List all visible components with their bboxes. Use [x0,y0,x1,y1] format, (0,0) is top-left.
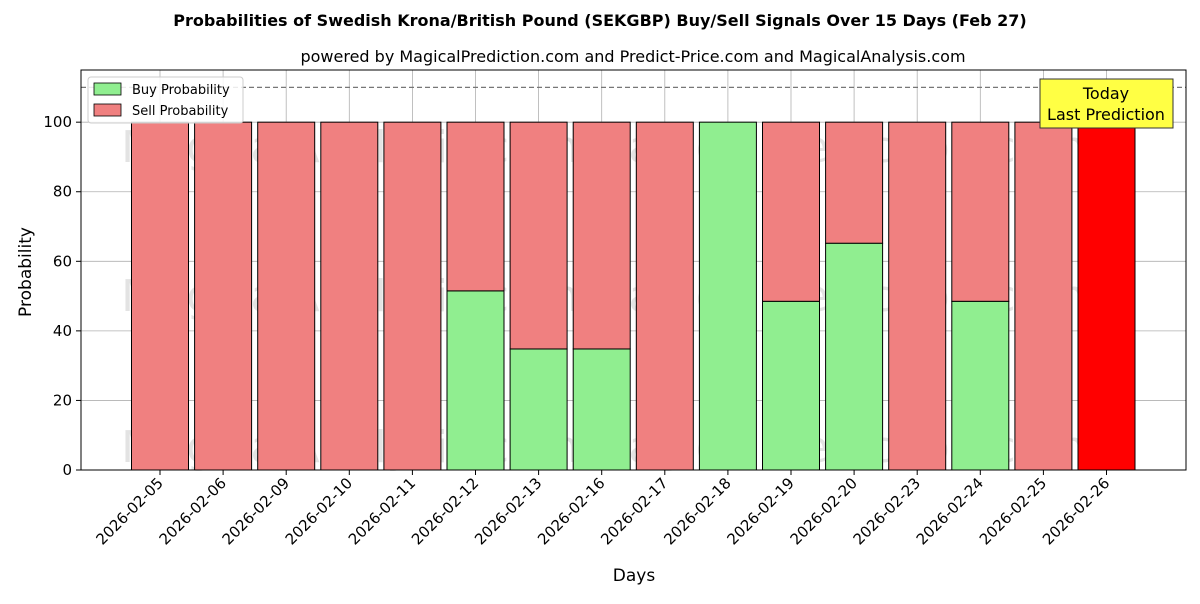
chart-title: Probabilities of Swedish Krona/British P… [173,11,1026,30]
legend-frame [87,76,244,124]
x-tick-label: 2026-02-19 [723,474,797,548]
y-tick-label: 80 [53,183,72,201]
x-tick-label: 2026-02-17 [597,474,671,548]
bar-buy [698,121,757,471]
annotation-box [1039,78,1174,129]
bar-sell [383,121,442,471]
bar-sell [762,121,820,302]
bar-sell [1077,121,1136,471]
bar-sell [446,121,505,292]
legend-label-sell: Sell Probability [132,104,229,119]
bar-buy [509,348,568,471]
x-tick-label: 2026-02-25 [976,474,1050,548]
bar-buy [762,300,820,471]
today-annotation: Today Last Prediction [1039,78,1174,129]
y-tick-label: 40 [53,322,72,340]
x-tick-label: 2026-02-24 [913,474,987,548]
y-tick-label: 100 [43,113,72,131]
x-tick-label: 2026-02-26 [1039,474,1113,548]
bars [131,121,1136,471]
legend: Buy Probability Sell Probability [87,76,244,124]
x-tick-label: 2026-02-16 [534,474,608,548]
legend-label-buy: Buy Probability [132,83,230,98]
bar-sell [572,121,631,350]
x-tick-label: 2026-02-18 [660,474,734,548]
bar-sell [825,121,884,244]
x-axis-ticks: 2026-02-052026-02-062026-02-092026-02-10… [92,470,1113,548]
x-tick-label: 2026-02-10 [282,474,356,548]
y-tick-label: 20 [53,391,72,409]
y-tick-label: 60 [53,252,72,270]
bar-sell [320,121,379,471]
bar-sell [1014,121,1073,471]
x-tick-label: 2026-02-12 [408,474,482,548]
y-axis-ticks: 0 20 40 60 80 100 [43,113,81,479]
x-tick-label: 2026-02-23 [850,474,924,548]
x-tick-label: 2026-02-09 [219,474,293,548]
bar-sell [257,121,316,471]
legend-swatch-buy [93,82,122,96]
bar-buy [825,242,884,471]
x-axis-label: Days [613,566,656,586]
annotation-line-last-prediction: Last Prediction [1047,105,1165,124]
bar-buy [446,290,505,471]
annotation-line-today: Today [1082,84,1129,103]
bar-sell [951,121,1010,302]
bar-buy [951,300,1010,471]
bar-sell [131,121,189,471]
x-tick-label: 2026-02-11 [345,474,419,548]
chart-subtitle: powered by MagicalPrediction.com and Pre… [300,47,965,66]
x-tick-label: 2026-02-06 [156,474,230,548]
bar-buy [572,348,631,471]
y-tick-label: 0 [62,461,72,479]
x-tick-label: 2026-02-13 [471,474,545,548]
bar-sell [194,121,253,471]
y-axis-label: Probability [16,227,36,317]
x-tick-label: 2026-02-05 [92,474,166,548]
x-tick-label: 2026-02-20 [787,474,861,548]
bar-sell [509,121,568,350]
legend-swatch-sell [93,103,122,117]
bar-sell [635,121,694,471]
bar-sell [888,121,947,471]
plot-frame [80,69,1187,471]
